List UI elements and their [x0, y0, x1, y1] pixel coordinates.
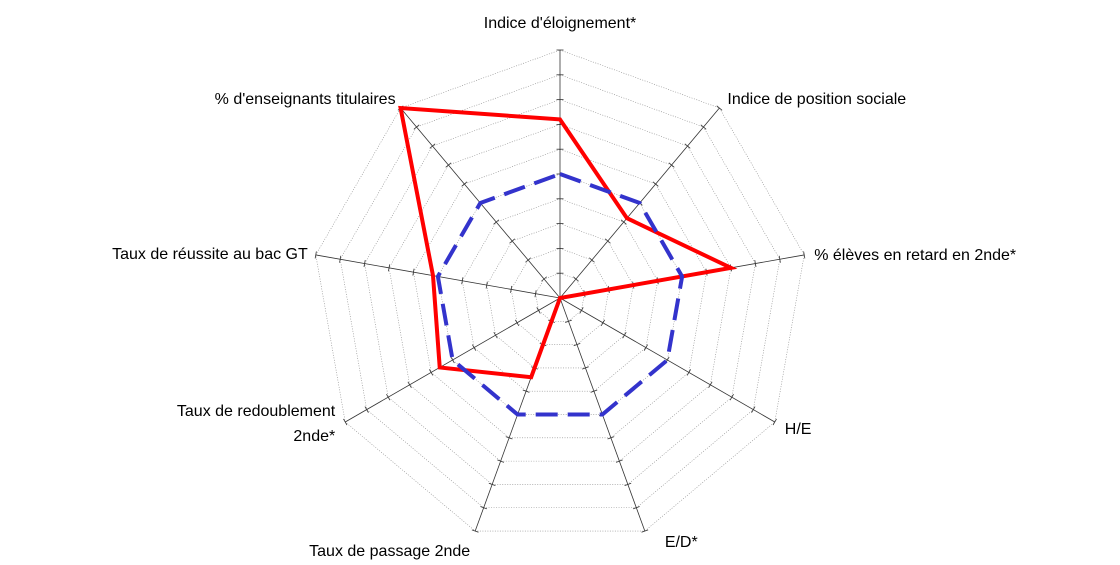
tick-mark — [604, 238, 611, 244]
tick-mark — [641, 529, 649, 533]
tick-mark — [493, 219, 500, 225]
grid-ring — [461, 198, 659, 392]
axis-label: H/E — [785, 421, 812, 438]
tick-mark — [573, 343, 581, 347]
tick-mark — [471, 344, 477, 351]
tick-mark — [615, 459, 623, 463]
tick-mark — [363, 260, 366, 268]
tick-mark — [708, 381, 713, 389]
tick-mark — [412, 268, 415, 276]
tick-mark — [461, 181, 468, 187]
tick-mark — [573, 276, 579, 282]
tick-mark — [493, 331, 498, 339]
tick-mark — [314, 251, 317, 259]
tick-mark — [620, 219, 627, 225]
tick-mark — [386, 393, 391, 401]
tick-mark — [522, 389, 530, 393]
axis-label: Taux de passage 2ndeGT/1ère G — [309, 543, 470, 565]
tick-mark — [700, 124, 707, 130]
axis-label: % d'enseignants titulaires — [215, 91, 396, 108]
axis-label-line: E/D* — [665, 534, 698, 551]
tick-mark — [579, 307, 584, 314]
tick-mark — [772, 418, 777, 426]
grid-ring — [364, 99, 756, 485]
tick-mark — [364, 406, 369, 413]
tick-mark — [600, 319, 606, 327]
tick-mark — [471, 529, 479, 533]
axis-label: E/D* — [665, 534, 698, 551]
tick-mark — [413, 124, 420, 130]
tick-mark — [729, 393, 734, 401]
axis-label-line: % élèves en retard en 2nde* — [814, 247, 1016, 264]
axis-label-line: Taux de réussite au bac GT — [112, 246, 308, 263]
tick-mark — [716, 105, 723, 111]
grid-ring — [388, 124, 732, 462]
axis-label-line: Indice d'éloignement* — [484, 15, 637, 32]
axis-label-line: 2nde* — [293, 428, 335, 445]
tick-mark — [509, 238, 516, 244]
tick-mark — [565, 319, 572, 323]
tick-mark — [684, 143, 691, 149]
tick-mark — [607, 436, 615, 440]
tick-mark — [429, 143, 436, 149]
tick-mark — [778, 255, 781, 263]
tick-mark — [407, 381, 412, 389]
axis-label-line: H/E — [785, 421, 812, 438]
tick-mark — [668, 162, 675, 168]
tick-mark — [445, 162, 452, 168]
tick-mark — [343, 418, 348, 426]
grid-ring — [339, 74, 781, 509]
tick-mark — [525, 257, 532, 263]
grid-ring — [510, 248, 610, 345]
tick-mark — [450, 356, 455, 364]
tick-mark — [622, 331, 627, 339]
tick-mark — [751, 406, 756, 413]
axis-label: % élèves en retard en 2nde* — [814, 247, 1016, 264]
tick-mark — [652, 181, 659, 187]
tick-mark — [582, 366, 589, 370]
axis-label: Taux de réussite au bac GT — [112, 246, 308, 263]
axis-label: Indice de position sociale — [727, 91, 906, 108]
tick-mark — [514, 319, 520, 327]
tick-mark — [388, 264, 391, 272]
tick-mark — [480, 506, 488, 510]
tick-mark — [754, 260, 757, 268]
axis-label: Taux de redoublement 2nde* — [177, 403, 336, 445]
axis-label: Indice d'éloignement* — [484, 15, 637, 32]
tick-mark — [590, 389, 598, 393]
tick-mark — [429, 369, 434, 376]
tick-mark — [632, 506, 640, 510]
tick-mark — [488, 482, 496, 487]
tick-mark — [541, 276, 547, 282]
tick-mark — [461, 277, 464, 285]
tick-mark — [536, 307, 541, 314]
tick-mark — [485, 281, 488, 289]
grid-ring — [315, 49, 805, 532]
axis-label-line: Indice de position sociale — [727, 91, 906, 108]
tick-mark — [588, 257, 595, 263]
axis-label-line: % d'enseignants titulaires — [215, 91, 396, 108]
tick-mark — [624, 482, 632, 487]
axis-label-line: Taux de redoublement — [177, 403, 336, 420]
tick-mark — [510, 285, 513, 293]
tick-mark — [803, 251, 806, 259]
tick-mark — [534, 290, 537, 298]
axis-label-line: Taux de passage 2nde — [309, 543, 470, 560]
tick-mark — [643, 344, 649, 351]
grid-ring — [413, 148, 707, 439]
grid-ring — [535, 272, 585, 322]
series-line — [398, 105, 738, 380]
tick-mark — [339, 255, 342, 263]
tick-mark — [505, 436, 513, 440]
tick-mark — [686, 369, 691, 376]
tick-mark — [497, 459, 505, 463]
